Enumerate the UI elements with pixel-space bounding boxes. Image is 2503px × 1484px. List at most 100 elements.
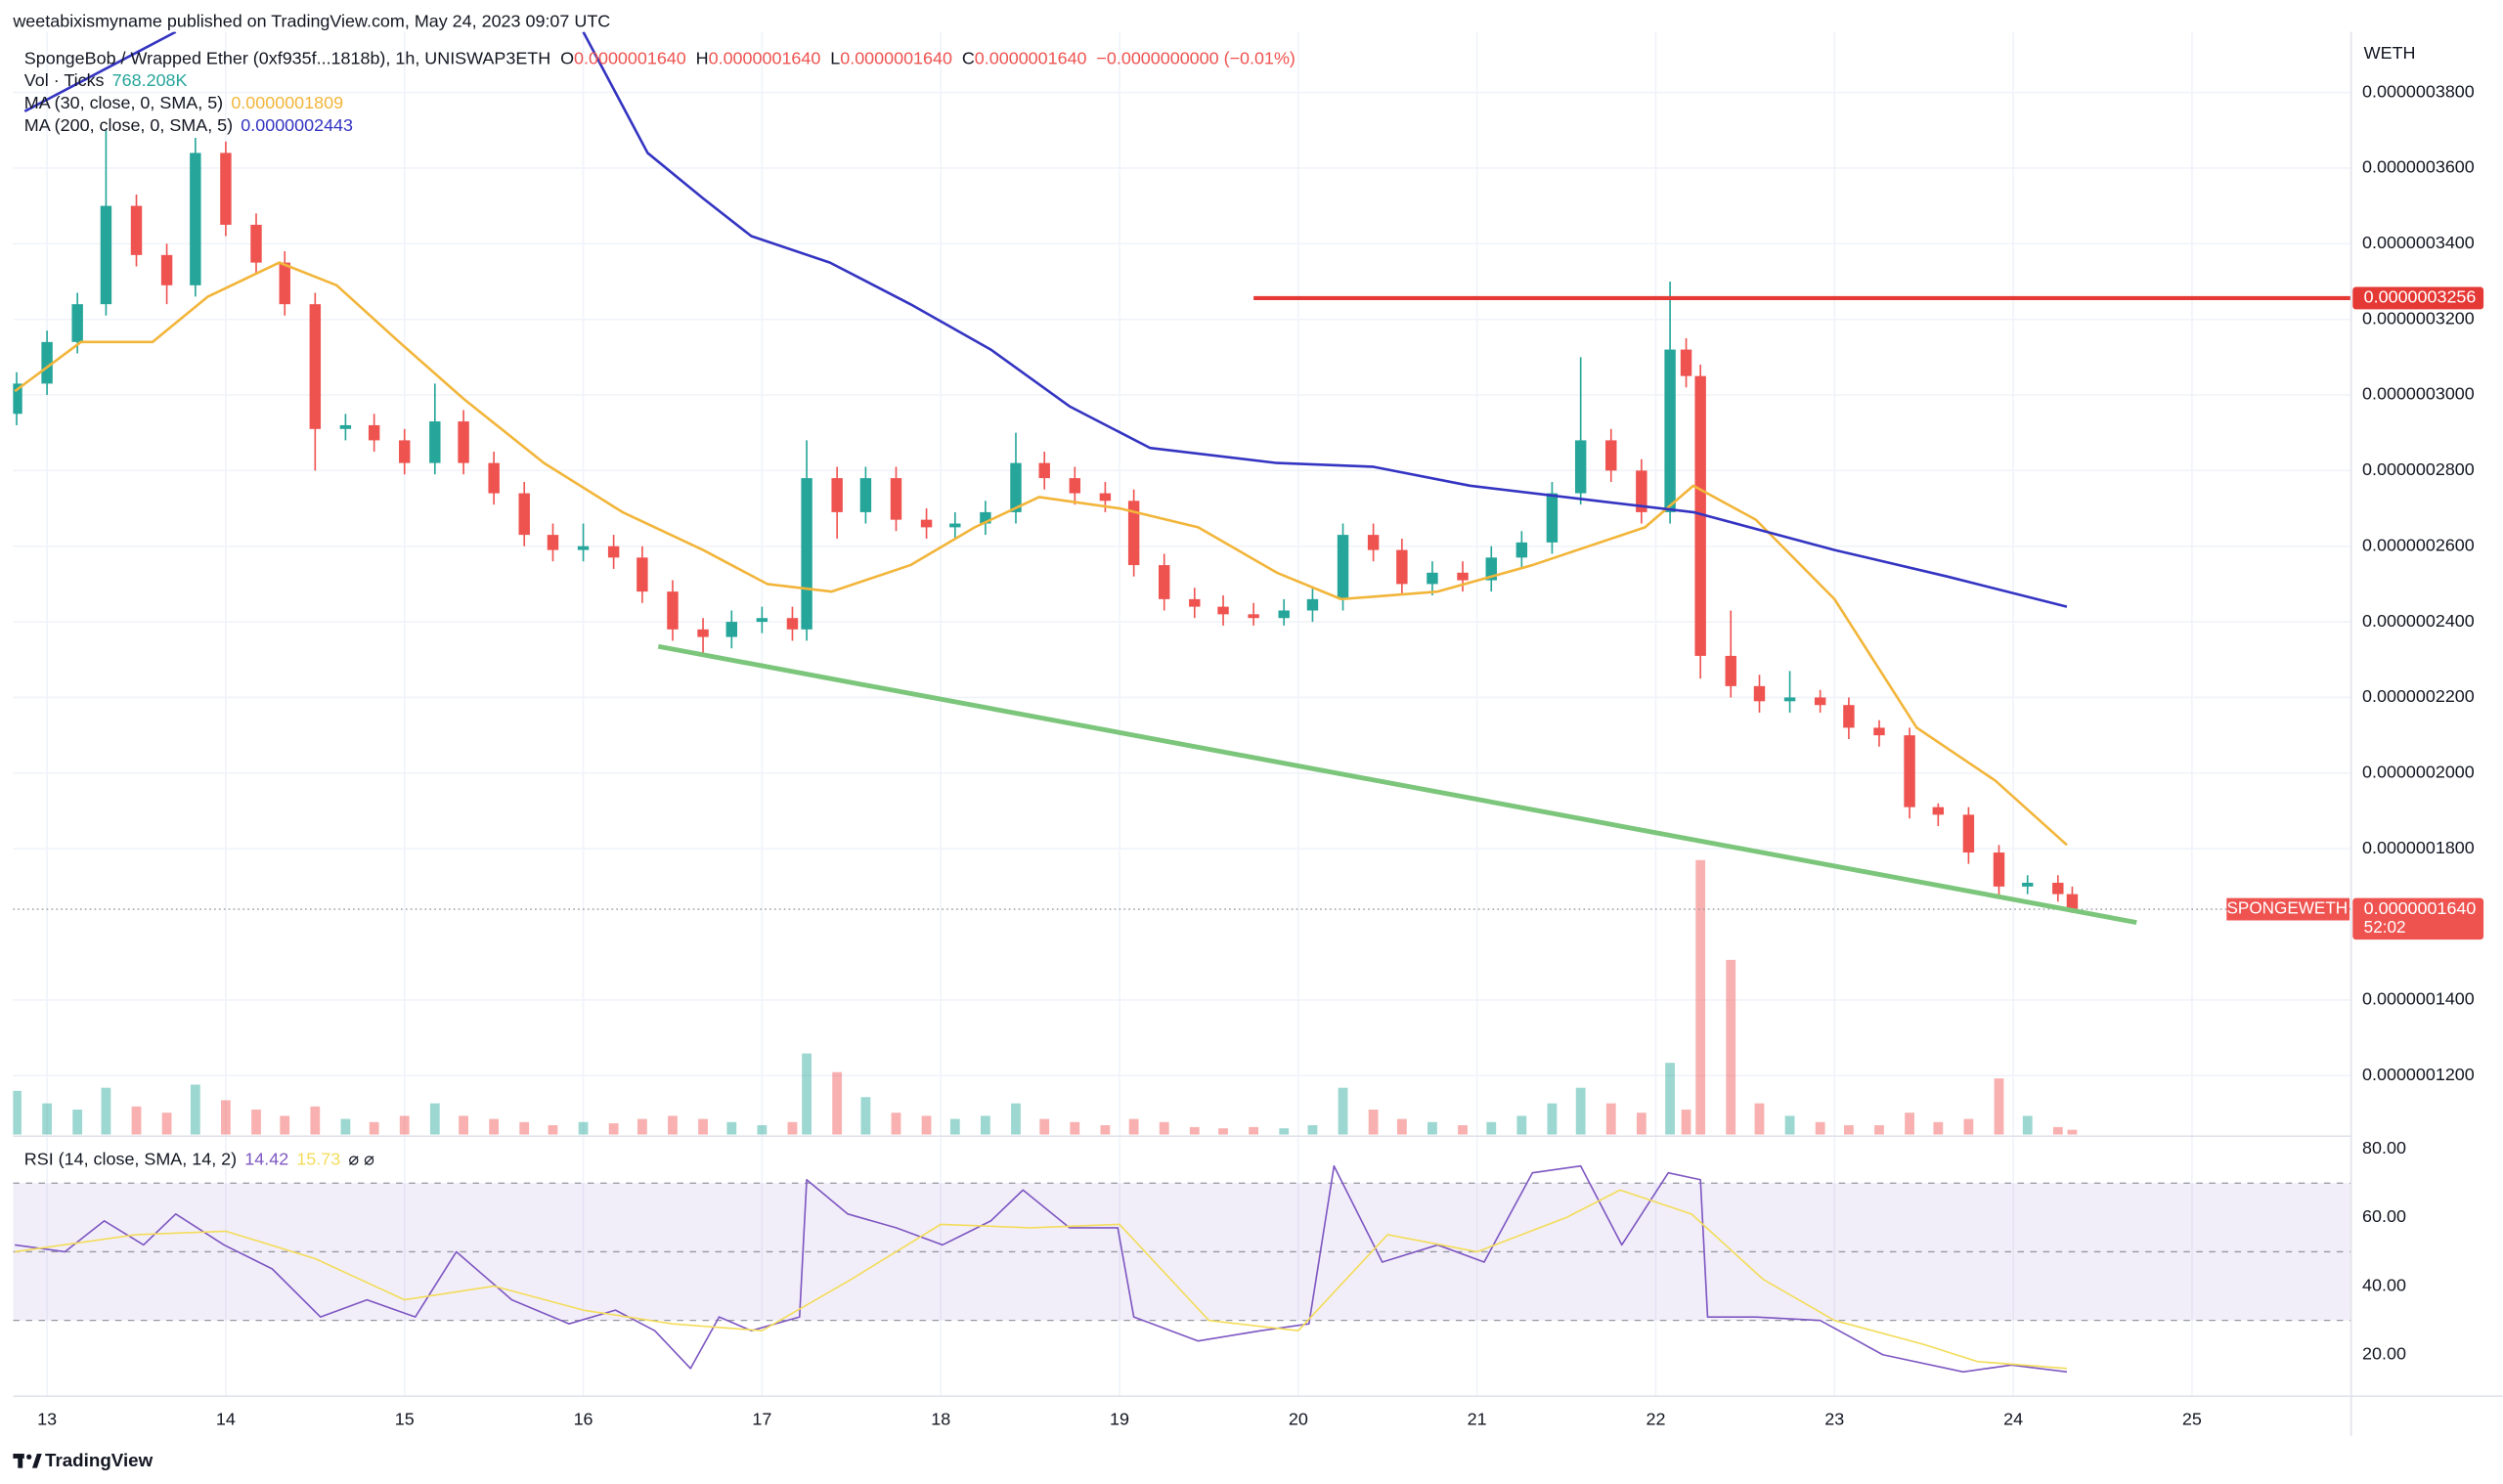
candle-body	[1904, 735, 1915, 807]
rsi-tick-label: 80.00	[2362, 1138, 2406, 1157]
rsi-line	[15, 1164, 2068, 1374]
candle-body	[518, 493, 530, 536]
volume-bar	[1396, 1118, 1407, 1135]
candle-body	[100, 205, 112, 305]
ma200-value: 0.0000002443	[241, 115, 353, 135]
candle-body	[1636, 470, 1647, 512]
candle-body	[1515, 542, 1528, 558]
candle-body	[279, 262, 290, 305]
candle-body	[1993, 852, 2005, 887]
candle-body	[1127, 501, 1140, 566]
candle-body	[339, 424, 352, 429]
volume-bar	[1784, 1115, 1795, 1135]
ohlc-value: 0.0000001640	[574, 48, 686, 67]
logo-part	[31, 1453, 42, 1468]
volume-bar	[1547, 1103, 1558, 1135]
volume-bar	[1994, 1078, 2004, 1135]
x-tick-label: 24	[2003, 1409, 2023, 1428]
candle-body	[130, 205, 143, 255]
candle-body	[547, 535, 559, 550]
volume-bar	[832, 1071, 843, 1135]
volume-bar	[459, 1115, 468, 1135]
tradingview-logo: TradingView	[13, 1450, 154, 1470]
candle-body	[697, 629, 709, 637]
y-tick-label: 0.0000001800	[2362, 838, 2475, 857]
candle-body	[577, 546, 590, 550]
volume-bar	[891, 1113, 901, 1135]
ma200-label: MA (200, close, 0, SMA, 5)	[24, 115, 233, 135]
candle-body	[1725, 655, 1736, 686]
y-tick-label: 0.0000002400	[2362, 611, 2475, 631]
x-tick-label: 16	[574, 1409, 593, 1428]
x-tick-label: 23	[1824, 1409, 1844, 1428]
y-tick-label: 0.0000002000	[2362, 763, 2475, 782]
candle-body	[1010, 462, 1022, 512]
candle-body	[1962, 814, 1975, 853]
rsi-label: RSI (14, close, SMA, 14, 2)	[24, 1149, 237, 1168]
volume-bar	[949, 1118, 960, 1135]
volume-bar	[2067, 1129, 2078, 1135]
volume-bar	[369, 1121, 379, 1135]
candle-body	[890, 478, 902, 520]
last-price-box	[2352, 897, 2484, 940]
volume-bar	[1933, 1121, 1944, 1135]
volume-bar	[1011, 1103, 1021, 1135]
candle-body	[1680, 349, 1692, 376]
volume-bar	[860, 1097, 871, 1135]
candle-body	[1337, 535, 1349, 599]
x-tick-label: 15	[395, 1409, 415, 1428]
candle-body	[1159, 565, 1170, 599]
candle-body	[71, 304, 83, 342]
rsi-tick-label: 20.00	[2362, 1343, 2406, 1363]
rsi-tick-label: 40.00	[2362, 1275, 2406, 1294]
volume-bar	[310, 1106, 321, 1135]
candle-body	[429, 421, 441, 463]
candle-body	[1278, 610, 1290, 619]
axes: 13 14 15 16 17 18 19 20 21 22 23 24 25 0.0000003800 0.…	[37, 81, 2484, 1428]
y-tick-label: 0.0000003800	[2362, 81, 2475, 101]
rsi-legend: RSI (14, close, SMA, 14, 2) 14.42 15.73 ⌀ ⌀	[24, 1149, 374, 1168]
volume-bar	[1754, 1103, 1765, 1135]
volume-bar	[2022, 1115, 2033, 1135]
grid	[13, 31, 2351, 1397]
y-tick-label: 0.0000003600	[2362, 157, 2475, 177]
volume-bar	[1665, 1063, 1675, 1135]
volume-bar	[1681, 1110, 1691, 1135]
rsi-extra: ⌀ ⌀	[348, 1149, 374, 1168]
logo-part	[18, 1453, 23, 1468]
volume-bar	[1726, 959, 1736, 1135]
candle-body	[1546, 493, 1559, 543]
candle-body	[1396, 549, 1408, 585]
volume-bar	[726, 1121, 737, 1135]
volume-bar	[1100, 1124, 1111, 1135]
rsi-ma-value: 15.73	[296, 1149, 340, 1168]
x-tick-label: 17	[752, 1409, 771, 1428]
volume-value: 768.208K	[112, 70, 188, 90]
volume-bar	[1605, 1103, 1616, 1135]
volume-bar	[1427, 1121, 1437, 1135]
volume-bar	[1905, 1113, 1914, 1135]
candle-body	[1217, 606, 1229, 615]
volume-label: Vol · Ticks	[24, 70, 105, 90]
volume-bar	[608, 1123, 619, 1135]
volume-bar	[1575, 1087, 1586, 1135]
x-tick-label: 20	[1289, 1409, 1308, 1428]
candle-body	[488, 462, 500, 494]
brand: TradingView	[45, 1450, 154, 1470]
volume-bar	[399, 1115, 410, 1135]
volume-bar	[1695, 859, 1706, 1135]
volume-bar	[1070, 1121, 1080, 1135]
volume-bar	[101, 1087, 111, 1135]
volume-bar	[131, 1106, 142, 1135]
y-tick-label: 0.0000002600	[2362, 535, 2475, 554]
candle-body	[368, 424, 380, 441]
ohlc-value: 0.0000001640	[709, 48, 821, 67]
candle-body	[756, 618, 768, 623]
candle-body	[1873, 727, 1885, 736]
ma30-legend: MA (30, close, 0, SMA, 5) 0.0000001809	[24, 93, 343, 112]
volume-bar	[72, 1110, 83, 1135]
rsi-tick-label: 60.00	[2362, 1206, 2406, 1226]
candle-body	[801, 478, 812, 630]
candle-body	[1605, 440, 1617, 471]
